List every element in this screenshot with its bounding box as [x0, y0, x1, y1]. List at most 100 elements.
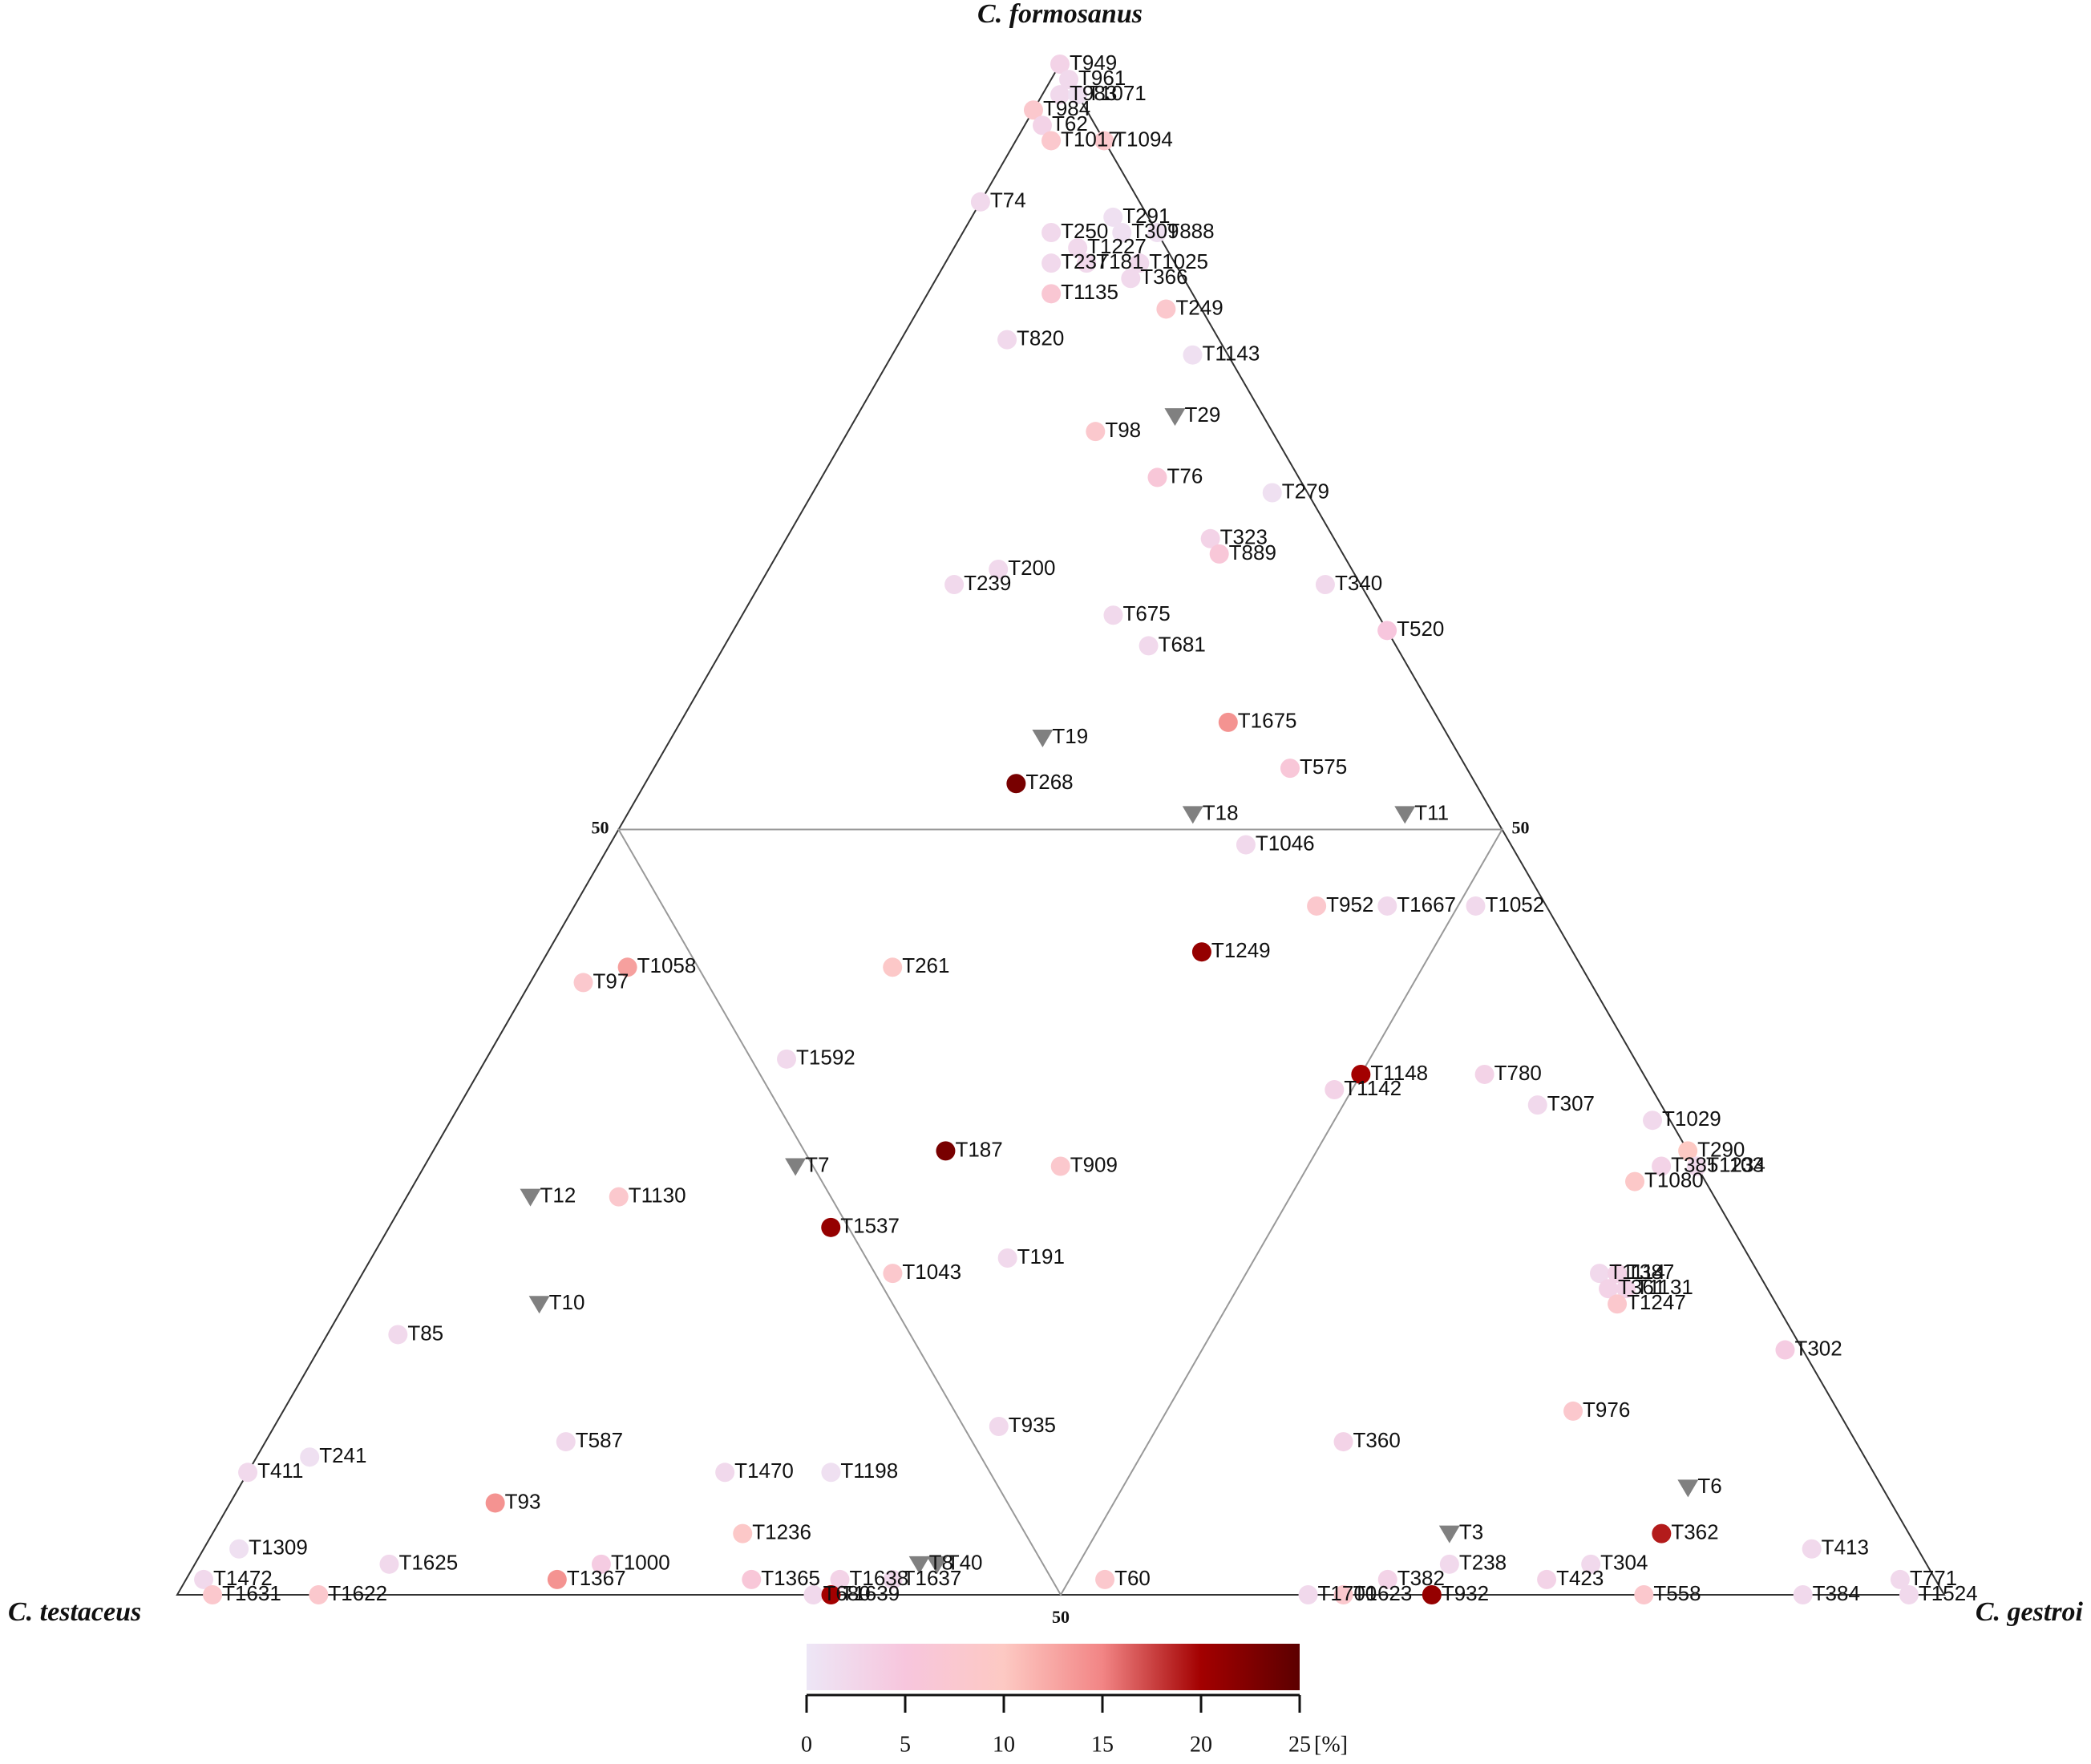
point-label: T1094 [1114, 127, 1173, 151]
point-label: T384 [1813, 1581, 1860, 1605]
point-triangle [1182, 806, 1203, 824]
point [1041, 284, 1062, 304]
point [1537, 1569, 1557, 1589]
point-label: T11 [1414, 800, 1449, 824]
colorbar-tick-label: 10 [993, 1732, 1015, 1757]
point-label: T1367 [567, 1566, 626, 1590]
point-triangle [1677, 1479, 1699, 1498]
point-label: T1249 [1211, 938, 1271, 962]
point-label: T1700 [1318, 1581, 1377, 1605]
axis-label: C. formosanus [977, 0, 1143, 29]
point [1209, 544, 1229, 564]
point-label: T1131 [1636, 1275, 1693, 1299]
point [1599, 1279, 1619, 1299]
point-label: T307 [1547, 1091, 1595, 1115]
point-label: T1052 [1485, 892, 1544, 916]
point [883, 1264, 903, 1284]
point-label: T587 [576, 1428, 623, 1452]
colorbar-tick-label: 25 [1288, 1732, 1311, 1757]
point [194, 1569, 214, 1589]
point-label: T249 [1175, 295, 1223, 319]
point [1059, 70, 1079, 90]
point-label: T558 [1653, 1581, 1701, 1605]
point-label: T62 [1052, 111, 1088, 136]
point [485, 1493, 505, 1513]
point [1474, 1064, 1494, 1084]
point-label: T181 [1096, 249, 1143, 273]
point [742, 1569, 762, 1589]
point-triangle [1394, 806, 1416, 824]
point-label: T40 [947, 1551, 983, 1575]
point-label: T279 [1282, 479, 1329, 503]
point-triangle [1438, 1525, 1460, 1544]
point-label: T93 [505, 1489, 541, 1513]
point [1890, 1569, 1910, 1589]
point-label: T1234 [1706, 1152, 1765, 1176]
point-label: T304 [1600, 1551, 1648, 1575]
point-label: T771 [1910, 1566, 1957, 1590]
point-label: T385 [1671, 1152, 1718, 1176]
point-label: T250 [1061, 219, 1108, 243]
point-label: T411 [257, 1459, 303, 1483]
point-label: T1046 [1256, 831, 1315, 855]
point-label: T1537 [840, 1214, 900, 1238]
point [1041, 253, 1062, 273]
point [1634, 1585, 1654, 1604]
point-label: T187 [955, 1137, 1002, 1161]
point-triangle [908, 1556, 930, 1574]
point-label: T423 [1556, 1566, 1604, 1590]
point [989, 1417, 1009, 1437]
point [609, 1187, 629, 1207]
colorbar-tick-label: 20 [1190, 1732, 1212, 1757]
point [944, 575, 965, 595]
point-label: T1114 [1609, 1260, 1665, 1284]
point [777, 1049, 797, 1069]
point-label: T949 [1070, 51, 1117, 75]
point-label: T1198 [840, 1459, 898, 1483]
point [591, 1554, 611, 1574]
point-triangle [1164, 408, 1186, 427]
point-label: T309 [1131, 219, 1179, 243]
point [997, 330, 1017, 350]
point-label: T268 [1025, 770, 1073, 794]
point [547, 1569, 567, 1589]
point [1775, 1340, 1795, 1360]
point [388, 1325, 408, 1345]
point-label: T10 [549, 1290, 585, 1314]
point-label: T952 [1326, 892, 1373, 916]
points [194, 55, 1919, 1604]
point [1422, 1585, 1442, 1604]
point [883, 1569, 903, 1589]
point-label: T12 [540, 1183, 576, 1208]
point [1687, 1156, 1707, 1176]
tick-label: 50 [1512, 818, 1530, 838]
tick-label: 50 [592, 818, 609, 838]
point-label: T1623 [1353, 1581, 1413, 1605]
point [1095, 1569, 1115, 1589]
point-label: T261 [902, 953, 949, 977]
point-label: T1236 [752, 1520, 811, 1544]
point [1183, 345, 1203, 365]
point-label: T681 [1159, 632, 1206, 656]
point [1315, 575, 1335, 595]
point [830, 1569, 850, 1589]
point [936, 1141, 956, 1161]
point [300, 1447, 320, 1467]
point-label: T1025 [1149, 249, 1208, 273]
point [883, 957, 903, 977]
point-label: T1135 [1061, 280, 1118, 304]
point-label: T1000 [611, 1551, 670, 1575]
point-label: T1625 [398, 1551, 458, 1575]
point-label: T983 [1070, 81, 1117, 105]
point-label: T290 [1697, 1137, 1745, 1161]
point [1333, 1585, 1353, 1604]
point [821, 1217, 841, 1237]
point-label: T239 [964, 571, 1011, 595]
point [1802, 1539, 1822, 1559]
point [1077, 253, 1097, 273]
point [1130, 253, 1150, 273]
point-label: T241 [319, 1443, 366, 1467]
point [989, 559, 1009, 579]
point-label: T8 [929, 1551, 953, 1575]
